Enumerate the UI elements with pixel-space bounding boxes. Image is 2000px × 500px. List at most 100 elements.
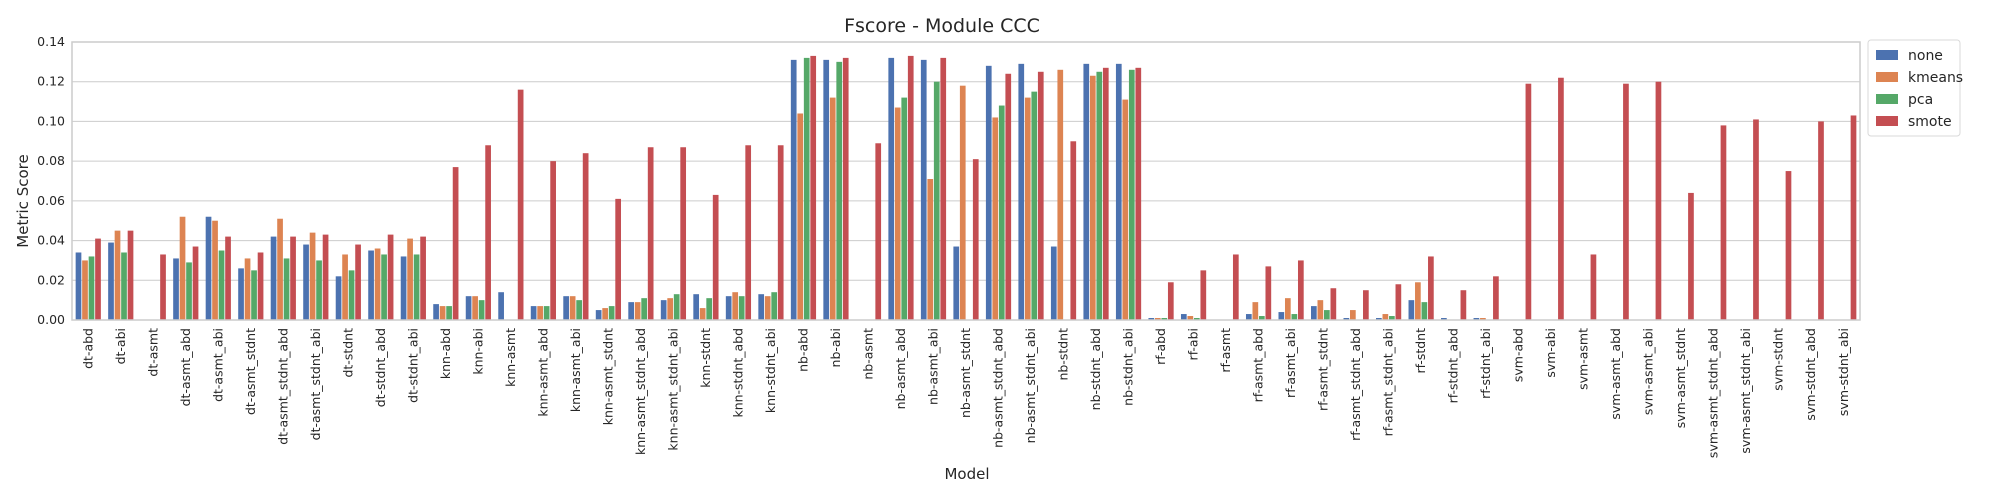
bar-pca-nb-abd: pca / nb-abd: 0.132 — [803, 57, 810, 321]
bar-pca-rf-stdnt: pca / rf-stdnt: 0.009 — [1421, 302, 1428, 320]
bar-none-rf-stdnt_abd: none / rf-stdnt_abd: 0.001 — [1441, 318, 1447, 320]
bar-smote-nb-asmt_abd: smote / nb-asmt_abd: 0.133 — [907, 55, 914, 321]
bar-smote-rf-asmt_abd: smote / rf-asmt_abd: 0.027 — [1265, 266, 1272, 320]
x-tick-label: svm-asmt_abi — [1641, 328, 1656, 415]
bar-pca-knn-stdnt_abi: pca / knn-stdnt_abi: 0.014 — [771, 292, 778, 320]
y-tick-label: 0.08 — [37, 153, 65, 168]
x-tick-label: knn-asmt_stdnt_abd — [633, 328, 648, 455]
x-tick-label: svm-asmt_stdnt — [1673, 328, 1688, 428]
bar-none-nb-abd: none / nb-abd: 0.131 — [790, 59, 797, 320]
bar-pca-dt-asmt_stdnt_abi: pca / dt-asmt_stdnt_abi: 0.03 — [316, 260, 322, 320]
bar-smote-svm-asmt_abi: smote / svm-asmt_abi: 0.12 — [1655, 81, 1662, 320]
bar-none-dt-stdnt_abd: none / dt-stdnt_abd: 0.035 — [368, 250, 374, 320]
bar-kmeans-nb-abd: kmeans / nb-abd: 0.104 — [797, 113, 804, 320]
bar-kmeans-nb-asmt_stdnt_abd: kmeans / nb-asmt_stdnt_abd: 0.102 — [992, 117, 999, 320]
bar-smote-dt-stdnt_abd: smote / dt-stdnt_abd: 0.043 — [387, 234, 394, 320]
bar-smote-svm-asmt_stdnt_abd: smote / svm-asmt_stdnt_abd: 0.098 — [1720, 125, 1727, 321]
x-tick-label: knn-asmt_abi — [568, 328, 583, 412]
x-tick-label: nb-asmt_abd — [893, 328, 908, 409]
bar-smote-dt-asmt_abi: smote / dt-asmt_abi: 0.042 — [225, 236, 231, 320]
bar-smote-nb-stdnt_abi: smote / nb-stdnt_abi: 0.127 — [1135, 67, 1142, 320]
bar-none-dt-asmt_stdnt: none / dt-asmt_stdnt: 0.026 — [238, 268, 244, 320]
bar-smote-nb-stdnt: smote / nb-stdnt: 0.09 — [1070, 141, 1077, 320]
bar-none-knn-stdnt: none / knn-stdnt: 0.013 — [693, 294, 700, 320]
x-tick-label: dt-stdnt_abd — [373, 328, 388, 407]
bar-smote-knn-asmt_stdnt_abd: smote / knn-asmt_stdnt_abd: 0.087 — [647, 147, 654, 320]
bar-smote-knn-abi: smote / knn-abi: 0.088 — [485, 145, 491, 320]
bar-kmeans-knn-stdnt: kmeans / knn-stdnt: 0.006 — [699, 308, 706, 320]
bar-smote-rf-abd: smote / rf-abd: 0.019 — [1167, 282, 1174, 320]
bar-smote-nb-asmt_abi: smote / nb-asmt_abi: 0.132 — [940, 57, 947, 321]
x-tick-label: nb-asmt_stdnt_abi — [1023, 328, 1038, 443]
bar-kmeans-nb-stdnt_abd: kmeans / nb-stdnt_abd: 0.123 — [1089, 75, 1096, 320]
bar-smote-svm-stdnt_abd: smote / svm-stdnt_abd: 0.1 — [1818, 121, 1824, 320]
x-tick-label: knn-asmt_abd — [535, 328, 550, 417]
bar-pca-nb-stdnt_abi: pca / nb-stdnt_abi: 0.126 — [1128, 69, 1135, 320]
bar-none-knn-asmt_stdnt_abi: none / knn-asmt_stdnt_abi: 0.01 — [660, 300, 667, 320]
legend-swatch-kmeans — [1876, 72, 1898, 82]
bar-kmeans-rf-asmt_stdnt_abd: kmeans / rf-asmt_stdnt_abd: 0.005 — [1350, 310, 1356, 320]
bar-pca-knn-abi: pca / knn-abi: 0.01 — [478, 300, 485, 320]
bar-none-dt-asmt_stdnt_abi: none / dt-asmt_stdnt_abi: 0.038 — [303, 244, 309, 320]
bar-kmeans-rf-abd: kmeans / rf-abd: 0.001 — [1154, 318, 1161, 320]
bar-none-nb-stdnt_abi: none / nb-stdnt_abi: 0.129 — [1115, 63, 1122, 320]
bar-smote-svm-stdnt: smote / svm-stdnt: 0.075 — [1785, 171, 1792, 320]
bar-pca-nb-stdnt_abd: pca / nb-stdnt_abd: 0.125 — [1096, 71, 1103, 321]
bar-pca-rf-asmt_abi: pca / rf-asmt_abi: 0.003 — [1291, 314, 1298, 320]
bar-pca-knn-asmt_abd: pca / knn-asmt_abd: 0.007 — [543, 306, 550, 320]
bar-pca-dt-stdnt_abi: pca / dt-stdnt_abi: 0.033 — [413, 254, 420, 320]
bar-smote-rf-asmt_abi: smote / rf-asmt_abi: 0.03 — [1297, 260, 1304, 320]
bar-pca-knn-asmt_abi: pca / knn-asmt_abi: 0.01 — [576, 300, 582, 320]
bar-pca-knn-stdnt: pca / knn-stdnt: 0.011 — [706, 298, 713, 320]
bar-pca-knn-asmt_stdnt: pca / knn-asmt_stdnt: 0.007 — [608, 306, 615, 320]
y-tick-label: 0.12 — [37, 74, 65, 89]
chart-title: Fscore - Module CCC — [844, 15, 1040, 37]
x-tick-label: dt-asmt_stdnt_abd — [275, 328, 290, 445]
bar-smote-svm-asmt_abd: smote / svm-asmt_abd: 0.119 — [1623, 83, 1629, 320]
bar-smote-nb-asmt_stdnt_abi: smote / nb-asmt_stdnt_abi: 0.125 — [1037, 71, 1044, 321]
bar-smote-dt-asmt_abd: smote / dt-asmt_abd: 0.037 — [192, 246, 199, 320]
x-tick-label: rf-stdnt_abd — [1446, 328, 1461, 403]
bar-kmeans-knn-asmt_stdnt_abi: kmeans / knn-asmt_stdnt_abi: 0.011 — [667, 298, 674, 320]
bar-smote-knn-stdnt_abd: smote / knn-stdnt_abd: 0.088 — [745, 145, 752, 320]
x-tick-label: knn-asmt_stdnt_abi — [665, 328, 680, 451]
bar-smote-dt-stdnt_abi: smote / dt-stdnt_abi: 0.042 — [420, 236, 426, 320]
x-tick-label: rf-asmt_stdnt_abi — [1381, 328, 1396, 436]
bar-smote-knn-stdnt_abi: smote / knn-stdnt_abi: 0.088 — [777, 145, 784, 320]
y-tick-label: 0.06 — [37, 193, 65, 208]
bar-kmeans-knn-abd: kmeans / knn-abd: 0.007 — [439, 306, 446, 320]
x-tick-label: rf-abi — [1186, 328, 1201, 360]
bar-pca-dt-stdnt_abd: pca / dt-stdnt_abd: 0.033 — [381, 254, 387, 320]
bar-smote-knn-asmt_abi: smote / knn-asmt_abi: 0.084 — [582, 153, 589, 320]
bar-smote-svm-abd: smote / svm-abd: 0.119 — [1525, 83, 1532, 320]
bar-smote-dt-asmt_stdnt_abi: smote / dt-asmt_stdnt_abi: 0.043 — [322, 234, 329, 320]
bar-none-nb-stdnt_abd: none / nb-stdnt_abd: 0.129 — [1083, 63, 1090, 320]
bar-kmeans-knn-asmt_abi: kmeans / knn-asmt_abi: 0.012 — [569, 296, 576, 320]
bar-kmeans-knn-stdnt_abi: kmeans / knn-stdnt_abi: 0.012 — [764, 296, 771, 320]
bar-kmeans-nb-asmt_stdnt: kmeans / nb-asmt_stdnt: 0.118 — [959, 85, 966, 320]
bar-none-knn-stdnt_abi: none / knn-stdnt_abi: 0.013 — [758, 294, 765, 320]
bar-smote-svm-asmt_stdnt: smote / svm-asmt_stdnt: 0.064 — [1688, 192, 1694, 320]
x-tick-label: knn-stdnt_abi — [763, 328, 778, 413]
bar-none-rf-abi: none / rf-abi: 0.003 — [1180, 314, 1187, 320]
bar-smote-dt-stdnt: smote / dt-stdnt: 0.038 — [355, 244, 361, 320]
bar-smote-knn-asmt: smote / knn-asmt: 0.116 — [517, 89, 524, 321]
bar-kmeans-nb-stdnt: kmeans / nb-stdnt: 0.126 — [1057, 69, 1064, 320]
legend-box — [1867, 39, 1961, 137]
bar-none-dt-stdnt_abi: none / dt-stdnt_abi: 0.032 — [400, 256, 407, 320]
bar-none-nb-asmt_abd: none / nb-asmt_abd: 0.132 — [888, 57, 895, 321]
bar-kmeans-dt-abi: kmeans / dt-abi: 0.045 — [114, 230, 121, 320]
bar-smote-nb-abi: smote / nb-abi: 0.132 — [842, 57, 849, 321]
bar-none-nb-asmt_stdnt_abd: none / nb-asmt_stdnt_abd: 0.128 — [985, 65, 992, 320]
bar-pca-dt-stdnt: pca / dt-stdnt: 0.025 — [348, 270, 355, 320]
bar-none-knn-abd: none / knn-abd: 0.008 — [433, 304, 439, 320]
bar-pca-dt-asmt_abi: pca / dt-asmt_abi: 0.035 — [218, 250, 225, 320]
bar-kmeans-rf-stdnt_abi: kmeans / rf-stdnt_abi: 0.001 — [1480, 318, 1486, 320]
bar-smote-rf-asmt: smote / rf-asmt: 0.033 — [1232, 254, 1239, 320]
bar-kmeans-dt-stdnt: kmeans / dt-stdnt: 0.033 — [342, 254, 348, 320]
bar-kmeans-dt-asmt_stdnt_abi: kmeans / dt-asmt_stdnt_abi: 0.044 — [309, 232, 316, 320]
bar-smote-rf-stdnt_abi: smote / rf-stdnt_abi: 0.022 — [1493, 276, 1499, 320]
bar-none-rf-asmt_stdnt_abi: none / rf-asmt_stdnt_abi: 0.001 — [1376, 318, 1382, 320]
bar-none-rf-asmt_stdnt_abd: none / rf-asmt_stdnt_abd: 0.001 — [1343, 318, 1350, 320]
bar-smote-knn-asmt_stdnt_abi: smote / knn-asmt_stdnt_abi: 0.087 — [680, 147, 687, 320]
